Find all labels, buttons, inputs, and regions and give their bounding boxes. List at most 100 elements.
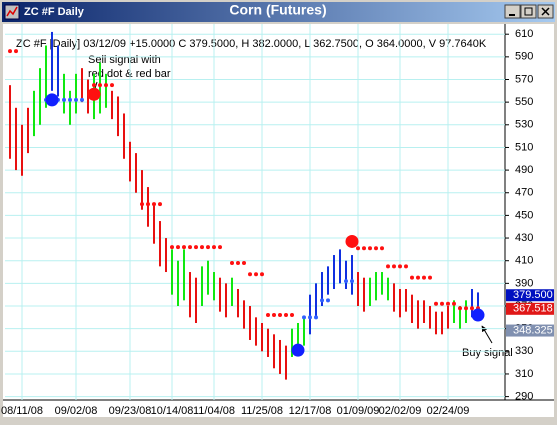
y-tick-label: 310	[515, 368, 533, 380]
stop-dot	[152, 202, 156, 207]
y-tick-label: 410	[515, 255, 533, 267]
stop-dot	[98, 83, 102, 88]
stop-dot	[356, 246, 360, 251]
stop-dot	[362, 246, 366, 251]
y-tick-label: 590	[515, 51, 533, 63]
y-tick-label: 530	[515, 119, 533, 131]
stop-dot	[8, 49, 12, 54]
window-title: ZC #F Daily	[24, 6, 85, 18]
maximize-button[interactable]	[520, 4, 537, 19]
price-box-label: 379.500	[513, 289, 553, 301]
signal-dot	[345, 234, 359, 248]
stop-dot	[176, 245, 180, 250]
stop-dot	[464, 306, 468, 311]
stop-dot	[74, 97, 78, 102]
price-box	[506, 302, 554, 315]
x-tick-label: 09/23/08	[109, 405, 152, 417]
stop-dot	[434, 301, 438, 306]
stop-dot	[386, 264, 390, 269]
chart-title: Corn (Futures)	[229, 2, 326, 18]
stop-dot	[380, 246, 384, 251]
price-box-label: 348.325	[513, 324, 553, 336]
stop-dot	[404, 264, 408, 269]
stop-dot	[440, 301, 444, 306]
stop-dot	[62, 97, 66, 102]
y-tick-label: 610	[515, 28, 533, 40]
stop-dot	[242, 260, 246, 265]
stop-dot	[284, 313, 288, 318]
stop-dot	[182, 245, 186, 250]
stop-dot	[248, 272, 252, 277]
y-tick-label: 290	[515, 391, 533, 403]
annotation: red dot & red bar	[88, 68, 171, 80]
x-tick-label: 10/14/08	[151, 405, 194, 417]
y-tick-label: 430	[515, 232, 533, 244]
annotation: Sell signal with	[88, 54, 161, 66]
stop-dot	[14, 49, 18, 54]
stop-dot	[230, 260, 234, 265]
stop-dot	[470, 306, 474, 311]
y-tick-label: 570	[515, 73, 533, 85]
stop-dot	[374, 246, 378, 251]
stop-dot	[392, 264, 396, 269]
signal-dot	[45, 93, 59, 107]
stop-dot	[146, 202, 150, 207]
close-glyph	[541, 7, 550, 16]
y-tick-label: 510	[515, 141, 533, 153]
title-bar	[2, 2, 555, 22]
stop-dot	[308, 315, 312, 320]
y-tick-label: 490	[515, 164, 533, 176]
stop-dot	[326, 298, 330, 303]
stop-dot	[272, 313, 276, 318]
stop-dot	[254, 272, 258, 277]
y-tick-label: 390	[515, 277, 533, 289]
stop-dot	[188, 245, 192, 250]
x-tick-label: 02/02/09	[379, 405, 422, 417]
x-tick-label: 02/24/09	[427, 405, 470, 417]
x-tick-label: 11/25/08	[241, 405, 283, 417]
stop-dot	[236, 260, 240, 265]
header-info: ZC #F [Daily] 03/12/09 +15.0000 C 379.50…	[16, 38, 487, 50]
signal-dot	[291, 343, 305, 357]
price-box-label: 367.518	[513, 303, 553, 315]
stop-dot	[344, 279, 348, 284]
stop-dot	[422, 275, 426, 280]
stop-dot	[446, 301, 450, 306]
y-tick-label: 470	[515, 187, 533, 199]
stop-dot	[350, 279, 354, 284]
signal-dot	[87, 87, 101, 101]
x-tick-label: 09/02/08	[55, 405, 98, 417]
y-tick-label: 450	[515, 209, 533, 221]
stop-dot	[368, 246, 372, 251]
stop-dot	[398, 264, 402, 269]
x-tick-label: 12/17/08	[289, 405, 332, 417]
stop-dot	[458, 306, 462, 311]
x-tick-label: 01/09/09	[337, 405, 380, 417]
minimize-button[interactable]	[504, 4, 521, 19]
y-tick-label: 330	[515, 345, 533, 357]
stop-dot	[278, 313, 282, 318]
stop-dot	[266, 313, 270, 318]
x-tick-label: 11/04/08	[193, 405, 235, 417]
stop-dot	[92, 83, 96, 88]
stop-dot	[194, 245, 198, 250]
stop-dot	[314, 315, 318, 320]
stop-dot	[206, 245, 210, 250]
stop-dot	[200, 245, 204, 250]
x-tick-label: 08/11/08	[1, 405, 43, 417]
stop-dot	[170, 245, 174, 250]
stop-dot	[110, 83, 114, 88]
stop-dot	[80, 97, 84, 102]
stop-dot	[212, 245, 216, 250]
price-box	[506, 324, 554, 337]
annotation: Buy signal	[462, 347, 513, 359]
stop-dot	[158, 202, 162, 207]
stop-dot	[416, 275, 420, 280]
stop-dot	[140, 202, 144, 207]
stop-dot	[320, 298, 324, 303]
stop-dot	[302, 315, 306, 320]
signal-dot	[471, 308, 485, 322]
max-glyph	[524, 7, 533, 16]
stop-dot	[410, 275, 414, 280]
